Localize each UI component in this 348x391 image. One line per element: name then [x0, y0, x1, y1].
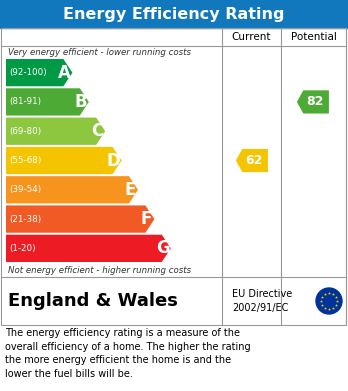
Bar: [0, 0, 348, 28]
Bar: [1, 28, 346, 325]
Text: B: B: [74, 93, 87, 111]
Text: (81-91): (81-91): [9, 97, 41, 106]
Text: 62: 62: [245, 154, 263, 167]
Polygon shape: [6, 235, 171, 262]
Text: (92-100): (92-100): [9, 68, 47, 77]
Text: EU Directive
2002/91/EC: EU Directive 2002/91/EC: [232, 289, 292, 313]
Text: A: A: [58, 64, 71, 82]
Polygon shape: [297, 90, 329, 113]
Text: Potential: Potential: [291, 32, 337, 42]
Text: (55-68): (55-68): [9, 156, 41, 165]
Text: England & Wales: England & Wales: [8, 292, 178, 310]
Polygon shape: [6, 88, 89, 116]
Text: Energy Efficiency Rating: Energy Efficiency Rating: [63, 7, 285, 22]
Text: (21-38): (21-38): [9, 215, 41, 224]
Polygon shape: [6, 59, 72, 86]
Polygon shape: [6, 118, 105, 145]
Text: (39-54): (39-54): [9, 185, 41, 194]
Text: D: D: [107, 151, 120, 170]
Text: (69-80): (69-80): [9, 127, 41, 136]
Text: Very energy efficient - lower running costs: Very energy efficient - lower running co…: [8, 48, 191, 57]
Text: F: F: [141, 210, 152, 228]
Polygon shape: [6, 176, 138, 203]
Polygon shape: [6, 205, 155, 233]
Polygon shape: [236, 149, 268, 172]
Text: E: E: [124, 181, 136, 199]
Text: G: G: [156, 239, 170, 257]
Text: Current: Current: [232, 32, 271, 42]
Text: 82: 82: [307, 95, 324, 108]
Text: The energy efficiency rating is a measure of the
overall efficiency of a home. T: The energy efficiency rating is a measur…: [5, 328, 251, 379]
Text: C: C: [91, 122, 103, 140]
Text: Not energy efficient - higher running costs: Not energy efficient - higher running co…: [8, 266, 191, 275]
Text: (1-20): (1-20): [9, 244, 35, 253]
Circle shape: [316, 288, 342, 314]
Polygon shape: [6, 147, 121, 174]
